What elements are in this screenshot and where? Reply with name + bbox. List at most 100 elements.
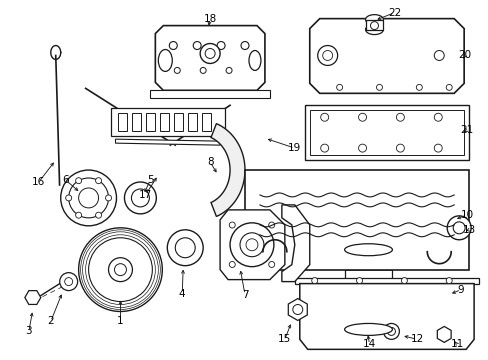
Bar <box>160 113 169 131</box>
Ellipse shape <box>158 50 172 71</box>
Polygon shape <box>220 210 285 280</box>
Circle shape <box>358 113 366 121</box>
Circle shape <box>61 170 116 226</box>
Circle shape <box>268 261 274 267</box>
Circle shape <box>76 178 81 184</box>
Circle shape <box>396 113 404 121</box>
Circle shape <box>433 144 441 152</box>
Circle shape <box>317 45 337 66</box>
Circle shape <box>205 49 215 58</box>
Circle shape <box>68 178 108 218</box>
Text: 7: 7 <box>241 289 248 300</box>
Text: 15: 15 <box>278 334 291 345</box>
Circle shape <box>200 67 206 73</box>
Text: 8: 8 <box>206 157 213 167</box>
Polygon shape <box>288 298 306 320</box>
Circle shape <box>320 113 328 121</box>
Polygon shape <box>210 123 244 216</box>
Circle shape <box>76 212 81 218</box>
Bar <box>174 113 183 131</box>
Circle shape <box>95 212 102 218</box>
Polygon shape <box>281 205 309 282</box>
Circle shape <box>124 182 156 214</box>
Circle shape <box>88 238 152 302</box>
Circle shape <box>167 230 203 266</box>
Bar <box>146 113 155 131</box>
Circle shape <box>446 278 451 284</box>
Circle shape <box>386 328 395 336</box>
Text: 19: 19 <box>287 143 301 153</box>
Circle shape <box>79 228 162 311</box>
Circle shape <box>433 113 441 121</box>
Text: 13: 13 <box>462 225 475 235</box>
Bar <box>202 113 211 131</box>
Circle shape <box>311 278 317 284</box>
Text: 21: 21 <box>460 125 473 135</box>
Circle shape <box>370 22 378 30</box>
Bar <box>365 20 383 30</box>
Ellipse shape <box>365 15 383 24</box>
Circle shape <box>174 67 180 73</box>
Circle shape <box>200 44 220 63</box>
Polygon shape <box>25 291 41 305</box>
Circle shape <box>336 84 342 90</box>
Polygon shape <box>309 19 463 93</box>
Polygon shape <box>155 26 264 90</box>
Text: 18: 18 <box>203 14 216 24</box>
Polygon shape <box>299 284 473 349</box>
Circle shape <box>241 41 248 50</box>
Bar <box>244 170 468 270</box>
Circle shape <box>229 223 273 267</box>
Text: 20: 20 <box>458 50 471 60</box>
Circle shape <box>376 84 382 90</box>
Text: 16: 16 <box>32 177 45 187</box>
Circle shape <box>415 84 422 90</box>
Circle shape <box>217 41 224 50</box>
Circle shape <box>225 67 232 73</box>
Text: 14: 14 <box>362 339 375 349</box>
Circle shape <box>268 222 274 228</box>
Circle shape <box>193 41 201 50</box>
Ellipse shape <box>344 323 392 336</box>
Circle shape <box>322 50 332 60</box>
Circle shape <box>240 233 264 257</box>
Circle shape <box>320 144 328 152</box>
Circle shape <box>229 222 235 228</box>
Circle shape <box>396 144 404 152</box>
Circle shape <box>114 264 126 276</box>
Polygon shape <box>115 139 220 145</box>
Circle shape <box>356 278 362 284</box>
Circle shape <box>292 305 302 315</box>
Text: 4: 4 <box>179 289 185 298</box>
Circle shape <box>447 216 470 240</box>
Circle shape <box>452 222 464 234</box>
Text: 3: 3 <box>25 327 32 336</box>
Circle shape <box>401 278 407 284</box>
Bar <box>309 110 463 155</box>
Circle shape <box>433 50 443 60</box>
Text: 11: 11 <box>449 339 463 349</box>
Text: 5: 5 <box>147 175 153 185</box>
Ellipse shape <box>344 244 392 256</box>
Text: 22: 22 <box>387 8 400 18</box>
Ellipse shape <box>365 24 383 35</box>
Circle shape <box>383 323 399 339</box>
Circle shape <box>60 273 78 291</box>
Circle shape <box>105 195 111 201</box>
Circle shape <box>245 239 258 251</box>
Text: 9: 9 <box>457 284 464 294</box>
Circle shape <box>95 178 102 184</box>
Text: 2: 2 <box>47 316 54 327</box>
Bar <box>132 113 141 131</box>
Circle shape <box>131 189 149 207</box>
Text: 12: 12 <box>410 334 423 345</box>
Circle shape <box>446 84 451 90</box>
Circle shape <box>65 195 72 201</box>
Bar <box>110 108 224 136</box>
Circle shape <box>64 278 73 285</box>
Bar <box>304 105 468 160</box>
Bar <box>188 113 197 131</box>
Text: 6: 6 <box>62 175 69 185</box>
Ellipse shape <box>248 50 261 71</box>
Bar <box>118 113 127 131</box>
